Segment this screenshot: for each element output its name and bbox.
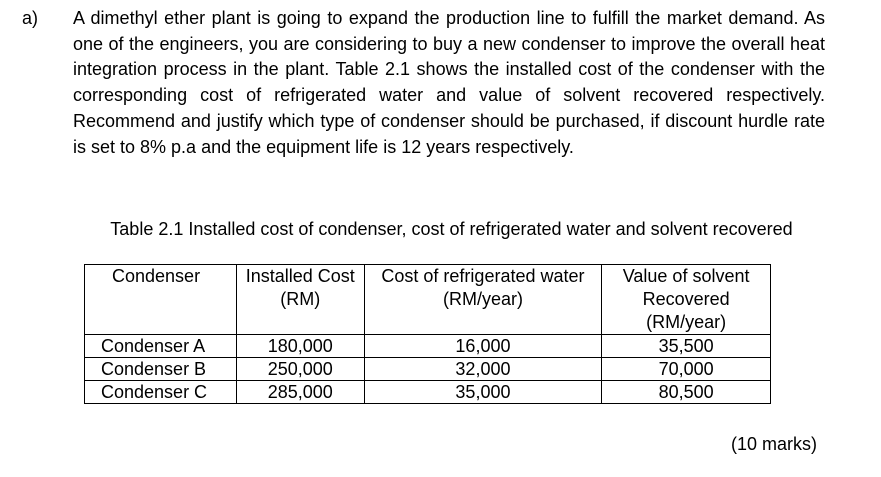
marks-label: (10 marks) bbox=[730, 434, 817, 454]
cell-installed-cost: 285,000 bbox=[235, 380, 365, 404]
cell-refrigerated-water-cost: 16,000 bbox=[363, 334, 603, 358]
cell-condenser-name: Condenser A bbox=[84, 334, 237, 358]
table-row: Condenser B 250,000 32,000 70,000 bbox=[84, 357, 771, 381]
cell-installed-cost: 250,000 bbox=[235, 357, 365, 381]
cell-installed-cost: 180,000 bbox=[235, 334, 365, 358]
cell-solvent-value: 80,500 bbox=[601, 380, 771, 404]
cell-solvent-value: 70,000 bbox=[601, 357, 771, 381]
cell-condenser-name: Condenser B bbox=[84, 357, 237, 381]
table-header-row: Condenser Installed Cost (RM) Cost of re… bbox=[84, 264, 771, 335]
table-row: Condenser C 285,000 35,000 80,500 bbox=[84, 380, 771, 404]
header-installed-cost: Installed Cost (RM) bbox=[235, 264, 365, 335]
condenser-table: Condenser Installed Cost (RM) Cost of re… bbox=[84, 264, 771, 404]
cell-solvent-value: 35,500 bbox=[601, 334, 771, 358]
question-text: A dimethyl ether plant is going to expan… bbox=[73, 8, 825, 157]
cell-condenser-name: Condenser C bbox=[84, 380, 237, 404]
table-caption: Table 2.1 Installed cost of condenser, c… bbox=[110, 219, 793, 239]
cell-refrigerated-water-cost: 32,000 bbox=[363, 357, 603, 381]
question-label: a) bbox=[22, 8, 39, 28]
header-solvent-value: Value of solvent Recovered (RM/year) bbox=[601, 264, 771, 335]
header-refrigerated-water-cost: Cost of refrigerated water (RM/year) bbox=[363, 264, 603, 335]
table-row: Condenser A 180,000 16,000 35,500 bbox=[84, 334, 771, 358]
cell-refrigerated-water-cost: 35,000 bbox=[363, 380, 603, 404]
header-condenser: Condenser bbox=[84, 264, 237, 335]
